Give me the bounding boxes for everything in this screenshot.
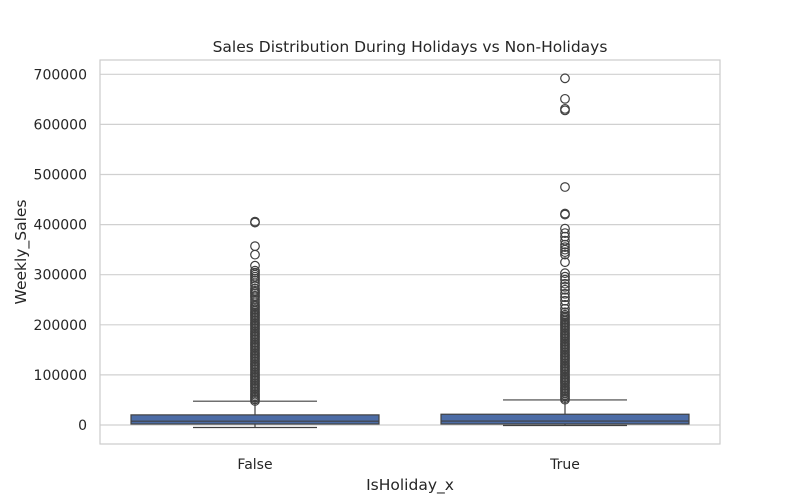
outlier-point <box>560 235 570 246</box>
grid-lines <box>100 73 720 426</box>
outlier-point <box>560 73 570 84</box>
y-axis-ticks: 0 100000 200000 300000 400000 500000 600000 700… <box>34 67 87 434</box>
outlier-point <box>560 103 570 114</box>
y-tick-label: 600000 <box>34 117 87 133</box>
chart-title: Sales Distribution During Holidays vs No… <box>213 38 608 56</box>
outlier-point <box>560 93 570 104</box>
y-tick-label: 400000 <box>34 218 87 234</box>
outlier-point <box>560 208 570 219</box>
outlier-point <box>560 288 570 299</box>
outlier-point <box>560 278 570 289</box>
boxes <box>130 73 690 429</box>
outlier-point <box>560 242 570 253</box>
outlier-point <box>560 309 570 320</box>
box-group <box>130 216 380 429</box>
outlier-point <box>560 228 570 239</box>
outlier-point <box>560 223 570 234</box>
y-tick-label: 300000 <box>34 268 87 284</box>
outlier-point <box>250 241 260 252</box>
outlier-point <box>560 307 570 318</box>
outlier-point <box>250 216 260 227</box>
outlier-point <box>560 268 570 279</box>
outlier-point <box>560 284 570 295</box>
box-group <box>440 73 690 427</box>
outlier-point <box>560 295 570 306</box>
y-tick-label: 700000 <box>34 67 87 83</box>
y-tick-label: 200000 <box>34 318 87 334</box>
x-axis-ticks: False True <box>237 457 579 473</box>
x-tick-label: False <box>237 457 272 473</box>
outlier-point <box>560 247 570 258</box>
x-tick-label: True <box>549 457 580 473</box>
y-axis-label: Weekly_Sales <box>12 200 31 305</box>
plot-frame <box>99 59 721 445</box>
y-tick-label: 500000 <box>34 168 87 184</box>
y-tick-label: 0 <box>78 418 87 434</box>
box <box>440 413 690 425</box>
outlier-point <box>250 260 260 271</box>
box <box>130 414 380 425</box>
outlier-point <box>560 182 570 192</box>
x-axis-label: IsHoliday_x <box>366 476 454 495</box>
outlier-point <box>560 271 570 282</box>
outlier-point <box>250 265 260 276</box>
y-tick-label: 100000 <box>34 368 87 384</box>
outlier-point <box>560 257 570 268</box>
outlier-point <box>560 292 570 303</box>
outlier-point <box>560 249 570 260</box>
outlier-point <box>560 281 570 292</box>
outlier-point <box>560 299 570 310</box>
outlier-point <box>560 274 570 285</box>
